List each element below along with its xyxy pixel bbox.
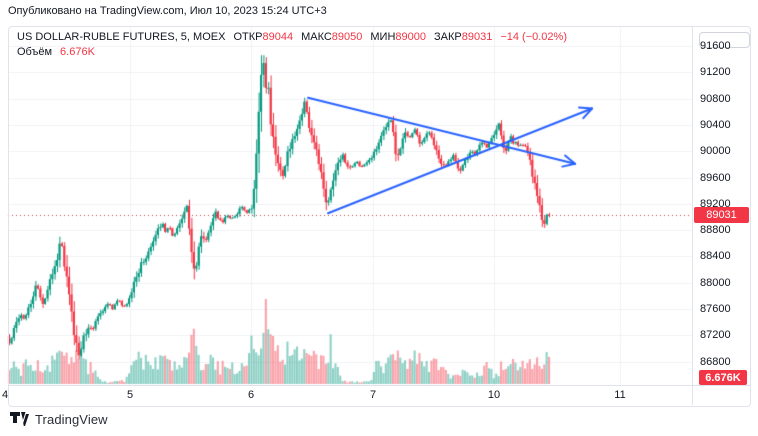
volume-total-badge: 6.676K: [699, 370, 747, 385]
chart-legend: US DOLLAR-RUBLE FUTURES, 5, MOEX ОТКР8904…: [17, 31, 567, 58]
price-tick-label: 90400: [700, 119, 731, 131]
publish-info-line: Опубликовано на TradingView.com, Июл 10,…: [8, 5, 327, 17]
legend-low-label: МИН: [370, 31, 396, 43]
volume-label: Объём: [17, 46, 53, 58]
time-tick-label: 4: [1, 389, 9, 401]
legend-close-value: 89031: [461, 31, 493, 43]
legend-close-label: ЗАКР: [434, 31, 462, 43]
brand-name: TradingView: [35, 412, 108, 427]
price-tick-label: 88000: [700, 277, 731, 289]
time-tick-label: 6: [247, 389, 255, 401]
time-axis-separator: [8, 385, 750, 386]
legend-row-volume: Объём 6.676K: [17, 46, 567, 58]
time-tick-label: 11: [614, 389, 626, 401]
legend-open-value: 89044: [262, 31, 294, 43]
volume-value: 6.676K: [60, 46, 95, 58]
legend-high-label: МАКС: [301, 31, 332, 43]
price-tick-label: 88400: [700, 250, 731, 262]
price-tick-label: 91200: [700, 66, 731, 78]
price-tick-label: 88800: [700, 224, 731, 236]
legend-low-value: 89000: [395, 31, 426, 43]
time-tick-label: 10: [487, 389, 501, 401]
legend-open-label: ОТКР: [233, 31, 263, 43]
legend-symbol: US DOLLAR-RUBLE FUTURES, 5, MOEX: [17, 31, 226, 43]
price-tick-label: 89600: [700, 172, 731, 184]
price-tick-label: 87200: [700, 329, 731, 341]
price-tick-label: 90800: [700, 93, 731, 105]
axis-corner-box: [699, 32, 750, 48]
legend-high-value: 89050: [331, 31, 363, 43]
price-tick-label: 90000: [700, 145, 731, 157]
price-tick-label: 86800: [700, 356, 731, 368]
time-tick-label: 5: [126, 389, 134, 401]
time-tick-label: 7: [369, 389, 377, 401]
price-tick-label: 91600: [700, 40, 731, 52]
legend-row-main: US DOLLAR-RUBLE FUTURES, 5, MOEX ОТКР8904…: [17, 31, 567, 43]
price-tick-label: 87600: [700, 303, 731, 315]
tradingview-logo[interactable]: TradingView: [10, 412, 108, 427]
last-price-badge: 89031: [694, 207, 749, 223]
price-axis-separator: [692, 26, 693, 405]
legend-change-value: −14 (−0.02%): [500, 31, 567, 43]
tradingview-mark-icon: [10, 412, 29, 426]
